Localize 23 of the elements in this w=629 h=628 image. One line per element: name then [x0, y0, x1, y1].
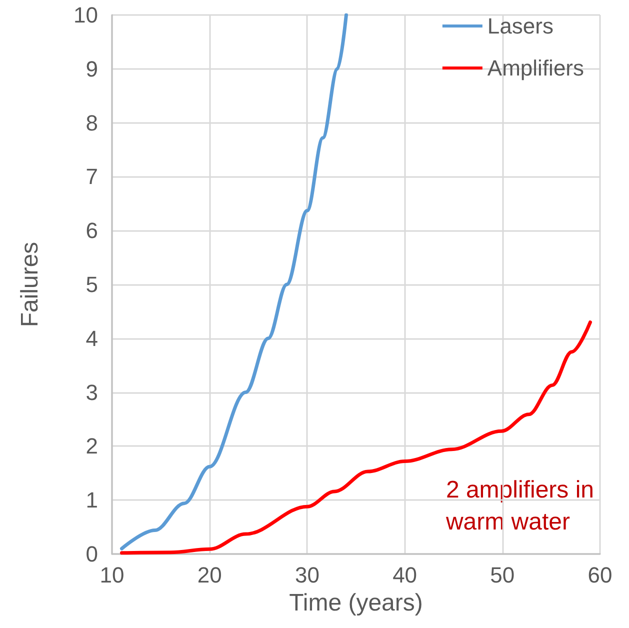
legend-label: Lasers: [487, 14, 554, 38]
y-tick-label: 4: [86, 326, 98, 351]
x-tick-label: 20: [197, 562, 222, 588]
y-tick-label: 0: [86, 542, 98, 566]
y-tick-label: 7: [86, 164, 98, 190]
line-series: [120, 13, 348, 550]
y-tick-label: 9: [86, 56, 98, 82]
y-tick-label: 3: [86, 380, 98, 405]
x-tick-label: 60: [588, 562, 612, 588]
x-tick-label: 40: [392, 562, 418, 588]
y-tick-label: 1: [86, 488, 98, 513]
x-tick-label: 50: [490, 562, 515, 588]
legend-label: Amplifiers: [487, 56, 584, 80]
y-tick-label: 10: [74, 2, 98, 28]
y-tick-label: 2: [86, 434, 98, 459]
x-tick-label: 30: [294, 562, 320, 588]
y-axis-title: Failures: [16, 242, 44, 328]
y-tick-label: 5: [86, 272, 98, 297]
x-axis-title: Time (years): [289, 589, 423, 616]
line-series: [120, 320, 592, 555]
y-tick-label: 8: [86, 110, 98, 136]
y-tick-label: 6: [86, 218, 98, 244]
annotation: 2 amplifiers in warm water: [444, 476, 594, 536]
